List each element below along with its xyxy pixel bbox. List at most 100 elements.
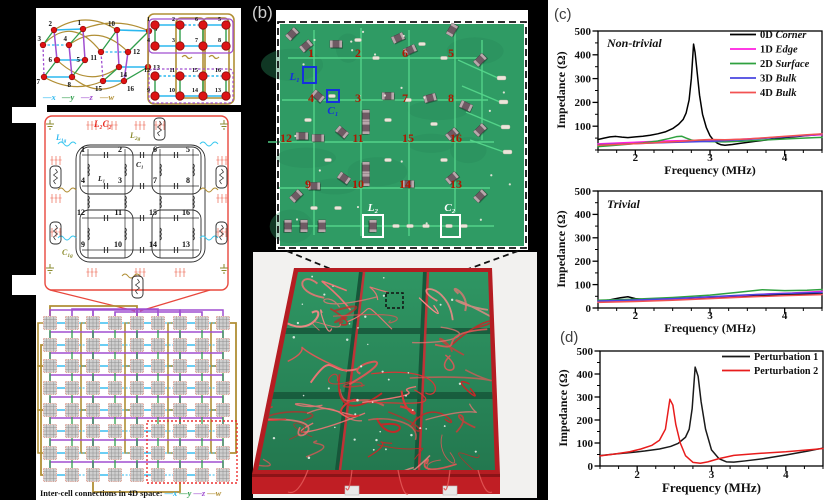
lattice-node-number: 2	[49, 20, 53, 28]
solder-pad	[440, 56, 448, 60]
via-dot	[488, 109, 491, 112]
inductor-symbol	[191, 195, 195, 209]
red-wire	[321, 280, 352, 311]
grid-node-number: 14	[192, 88, 198, 94]
solder-point	[371, 401, 374, 403]
x-tick-label: 2	[634, 469, 640, 481]
grid-node	[175, 20, 185, 30]
smd-component	[311, 134, 325, 143]
pcb-mottle	[260, 48, 324, 82]
y-tick-label: 100	[575, 279, 592, 291]
smd-component	[361, 109, 370, 123]
label-l1g: L1g	[55, 133, 67, 144]
grid-node	[150, 41, 160, 51]
lattice-node	[50, 26, 58, 34]
cell-square	[108, 468, 122, 482]
red-wire	[409, 369, 492, 382]
lattice-edge	[53, 28, 84, 31]
pcb-mottle	[276, 147, 337, 168]
callout-box-c1	[326, 89, 340, 103]
plot-frame	[597, 30, 823, 151]
cell-square	[173, 316, 187, 330]
lattice-node-number: 15	[95, 85, 103, 93]
cell-square	[151, 359, 165, 373]
circuit-node-number: 3	[118, 176, 122, 185]
solder-point	[354, 413, 357, 416]
lattice-node	[115, 63, 123, 71]
circuit-node-number: 10	[114, 240, 122, 249]
solder-pad	[372, 56, 380, 60]
solder-point	[367, 343, 369, 346]
panel-b-label-svg: (b)	[252, 3, 273, 22]
solder-point	[296, 321, 300, 325]
chart-trivial: 2 3 4 0 100 200 300 400 500 Frequency (MHz) Impeda…	[554, 186, 823, 335]
x-axis-title: Frequency (MHz)	[664, 321, 755, 335]
solder-point	[357, 327, 359, 329]
lattice-node	[97, 48, 105, 56]
solder-point	[411, 409, 414, 412]
smd-component	[445, 22, 460, 38]
y-tick-label: 500	[575, 26, 592, 38]
cell-square	[43, 468, 57, 482]
grid-node-number: 7	[195, 38, 198, 44]
lattice-w-arc	[42, 30, 102, 53]
cell-square	[216, 381, 230, 395]
component-box	[153, 117, 166, 141]
grid-node-number: 10	[169, 88, 175, 94]
solder-point	[410, 433, 413, 437]
cell-square	[86, 338, 100, 352]
lattice-node-number: 4	[64, 35, 68, 43]
red-wire	[362, 385, 417, 404]
solder-point	[372, 448, 375, 451]
via-dot	[373, 53, 377, 56]
grid-node-number: 6	[195, 17, 198, 23]
cell-square	[108, 381, 122, 395]
axis-legend-entry: —y	[61, 92, 75, 102]
lattice-edge	[68, 44, 73, 78]
via-dot	[351, 49, 354, 52]
grid-node-number: 4	[147, 38, 150, 44]
resistor-zigzag	[218, 224, 225, 241]
pcb-node-number: 5	[448, 46, 454, 60]
lattice-4d-diagram: 12345678910111213141516—x—y—z—w126543781…	[37, 13, 235, 105]
connector-tab	[442, 485, 458, 496]
lattice-node	[79, 25, 87, 33]
cell-square	[108, 316, 122, 330]
solder-point	[381, 370, 384, 373]
cell-square	[216, 424, 230, 438]
grid-node	[198, 71, 208, 81]
solder-point	[419, 427, 422, 430]
solder-pad	[324, 158, 332, 162]
cell-square	[43, 338, 57, 352]
red-wire	[455, 414, 476, 433]
lattice-node-number: 13	[153, 64, 161, 72]
cell-square	[130, 446, 144, 460]
inductor-symbol	[86, 163, 90, 177]
via-dot	[318, 169, 321, 172]
solder-point	[345, 338, 349, 341]
legend-label: 4D Bulk	[760, 88, 797, 99]
chart-series-perturbation-2	[599, 398, 824, 464]
lattice-node-number: 16	[127, 85, 135, 93]
label-l2g: L2g	[129, 131, 141, 142]
w-loop	[40, 344, 43, 476]
lattice-node-number: 10	[108, 20, 116, 28]
dangling-wire	[397, 469, 409, 495]
y-axis-title: Impedance (Ω)	[556, 369, 570, 446]
solder-point	[348, 322, 351, 325]
pcb-node-number: 8	[448, 91, 454, 105]
grid-node	[221, 20, 231, 30]
cell-square	[216, 446, 230, 460]
circuit-loop	[79, 146, 134, 195]
intercell-caption: Inter-cell connections in 4D space: —x —…	[40, 489, 222, 498]
x-tick-label: 3	[707, 152, 713, 164]
plot-frame	[599, 350, 824, 467]
red-wire	[258, 458, 271, 467]
chart-series-2d-surface	[597, 288, 823, 302]
circuit-node-number: 13	[182, 240, 190, 249]
circuit-node-number: 11	[114, 208, 122, 217]
solder-point	[450, 298, 454, 302]
cell-square	[43, 424, 57, 438]
red-wire-tangle	[258, 272, 495, 470]
